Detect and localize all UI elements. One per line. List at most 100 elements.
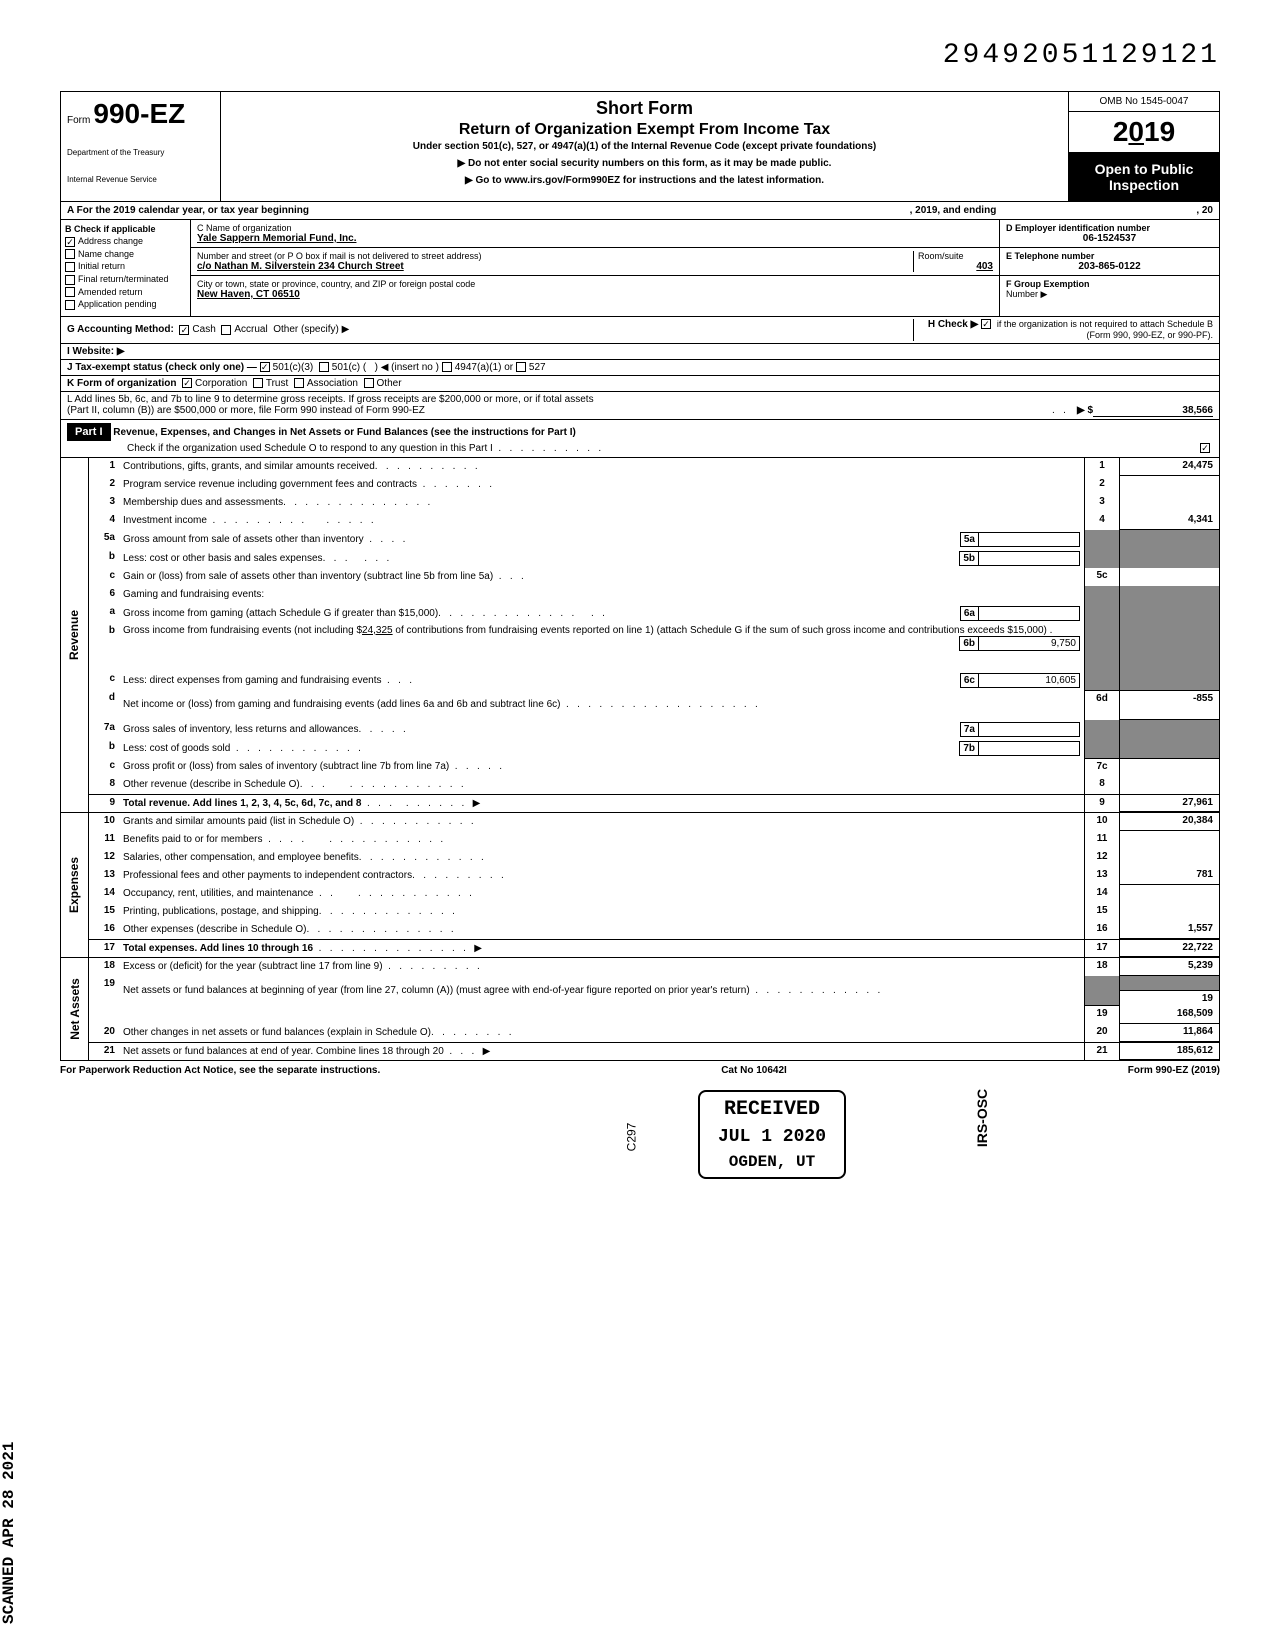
right-box: OMB No 1545-0047 20201919 Open to Public… <box>1069 92 1219 201</box>
group-label: F Group Exemption <box>1006 279 1213 289</box>
title-short-form: Short Form <box>231 98 1058 119</box>
checkbox-corporation[interactable]: ✓ <box>182 378 192 388</box>
part1-label: Part I <box>67 423 111 441</box>
part1-check-text: Check if the organization used Schedule … <box>127 443 493 454</box>
row-k-form-org: K Form of organization ✓Corporation Trus… <box>61 376 1219 392</box>
line15-value <box>1119 903 1219 921</box>
row-g-accounting: G Accounting Method: ✓Cash Accrual Other… <box>61 317 1219 344</box>
gross-receipts-value: 38,566 <box>1093 405 1213 417</box>
open-to-public: Open to Public Inspection <box>1069 153 1219 201</box>
line7b-value <box>979 742 1079 755</box>
ein-label: D Employer identification number <box>1006 223 1213 233</box>
line4-value: 4,341 <box>1119 512 1219 530</box>
received-stamp: RECEIVED JUL 1 2020 OGDEN, UT <box>698 1090 846 1179</box>
footer-paperwork: For Paperwork Reduction Act Notice, see … <box>60 1065 380 1076</box>
col-b-header: B Check if applicable <box>65 224 156 234</box>
footer-row: For Paperwork Reduction Act Notice, see … <box>60 1061 1220 1080</box>
revenue-section: Revenue 1Contributions, gifts, grants, a… <box>60 458 1220 813</box>
line18-value: 5,239 <box>1119 958 1219 976</box>
row-j-tax-status: J Tax-exempt status (check only one) — ✓… <box>61 360 1219 376</box>
line7c-value <box>1119 758 1219 776</box>
row-l-gross-receipts: L Add lines 5b, 6c, and 7b to line 9 to … <box>61 392 1219 419</box>
line5b-value <box>979 552 1079 565</box>
checkbox-527[interactable] <box>516 362 526 372</box>
checkbox-address-change[interactable]: ✓ <box>65 237 75 247</box>
group-number-label: Number ▶ <box>1006 289 1213 300</box>
checkbox-501c[interactable] <box>319 362 329 372</box>
line6c-value: 10,605 <box>979 674 1079 687</box>
checkbox-501c3[interactable]: ✓ <box>260 362 270 372</box>
form-number: 990-EZ <box>93 98 185 129</box>
checkbox-name-change[interactable] <box>65 249 75 259</box>
dept-irs: Internal Revenue Service <box>67 175 214 184</box>
part1-header-row: Part I Revenue, Expenses, and Changes in… <box>60 420 1220 458</box>
line13-value: 781 <box>1119 867 1219 885</box>
col-c-org-info: C Name of organization Yale Sappern Memo… <box>191 220 999 316</box>
form-label-box: Form 990-EZ Department of the Treasury I… <box>61 92 221 201</box>
row-a-tax-year: A For the 2019 calendar year, or tax yea… <box>60 202 1220 220</box>
line5a-value <box>979 533 1079 546</box>
net-assets-side-label: Net Assets <box>61 958 89 1060</box>
line6d-value: -855 <box>1119 690 1219 720</box>
checkbox-accrual[interactable] <box>221 325 231 335</box>
ein-value: 06-1524537 <box>1006 233 1213 244</box>
stamp-area: RECEIVED JUL 1 2020 OGDEN, UT IRS-OSC C2… <box>60 1090 1220 1230</box>
street-value: c/o Nathan M. Silverstein 234 Church Str… <box>197 261 913 272</box>
street-label: Number and street (or P O box if mail is… <box>197 251 913 261</box>
room-value: 403 <box>918 261 993 272</box>
line2-value <box>1119 476 1219 494</box>
form-header: Form 990-EZ Department of the Treasury I… <box>60 91 1220 202</box>
tel-value: 203-865-0122 <box>1006 261 1213 272</box>
form-prefix: Form <box>67 115 90 126</box>
checkbox-cash[interactable]: ✓ <box>179 325 189 335</box>
checkbox-4947[interactable] <box>442 362 452 372</box>
row-i-website: I Website: ▶ <box>61 344 1219 360</box>
room-label: Room/suite <box>918 251 993 261</box>
subtitle: Under section 501(c), 527, or 4947(a)(1)… <box>231 141 1058 152</box>
checkbox-association[interactable] <box>294 378 304 388</box>
line12-value <box>1119 849 1219 867</box>
title-box: Short Form Return of Organization Exempt… <box>221 92 1069 201</box>
checkbox-h[interactable]: ✓ <box>981 319 991 329</box>
expenses-side-label: Expenses <box>61 813 89 957</box>
line6a-value <box>979 607 1079 620</box>
irs-osc-stamp: IRS-OSC <box>974 1089 990 1147</box>
checkbox-amended[interactable] <box>65 287 75 297</box>
dept-treasury: Department of the Treasury <box>67 148 214 157</box>
note-ssn: ▶ Do not enter social security numbers o… <box>231 158 1058 169</box>
checkbox-final-return[interactable] <box>65 275 75 285</box>
line20-value: 11,864 <box>1119 1024 1219 1042</box>
c297-stamp: C297 <box>624 1122 638 1151</box>
line14-value <box>1119 885 1219 903</box>
revenue-side-label: Revenue <box>61 458 89 812</box>
line16-value: 1,557 <box>1119 921 1219 939</box>
tel-label: E Telephone number <box>1006 251 1213 261</box>
line7a-value <box>979 723 1079 736</box>
line21-value: 185,612 <box>1119 1043 1219 1060</box>
checkbox-initial-return[interactable] <box>65 262 75 272</box>
line9-value: 27,961 <box>1119 795 1219 812</box>
note-url: ▶ Go to www.irs.gov/Form990EZ for instru… <box>231 175 1058 186</box>
net-assets-section: Net Assets 18Excess or (deficit) for the… <box>60 958 1220 1061</box>
scanned-stamp: SCANNED APR 28 2021 <box>0 1442 18 1624</box>
org-name-value: Yale Sappern Memorial Fund, Inc. <box>197 233 993 244</box>
title-return: Return of Organization Exempt From Incom… <box>231 121 1058 139</box>
checkbox-trust[interactable] <box>253 378 263 388</box>
line10-value: 20,384 <box>1119 813 1219 831</box>
line3-value <box>1119 494 1219 512</box>
line5c-value <box>1119 568 1219 586</box>
checkbox-part1-schedule-o[interactable]: ✓ <box>1200 443 1210 453</box>
checkbox-other-org[interactable] <box>364 378 374 388</box>
line1-value: 24,475 <box>1119 458 1219 476</box>
line17-value: 22,722 <box>1119 940 1219 957</box>
checkbox-application-pending[interactable] <box>65 300 75 310</box>
footer-cat-no: Cat No 10642I <box>721 1065 787 1076</box>
org-name-label: C Name of organization <box>197 223 993 233</box>
line11-value <box>1119 831 1219 849</box>
city-label: City or town, state or province, country… <box>197 279 993 289</box>
tax-year: 20201919 <box>1069 112 1219 153</box>
section-bcd: B Check if applicable ✓Address change Na… <box>60 220 1220 317</box>
col-d-ein-tel: D Employer identification number 06-1524… <box>999 220 1219 316</box>
expenses-section: Expenses 10Grants and similar amounts pa… <box>60 813 1220 958</box>
part1-title: Revenue, Expenses, and Changes in Net As… <box>113 427 576 438</box>
